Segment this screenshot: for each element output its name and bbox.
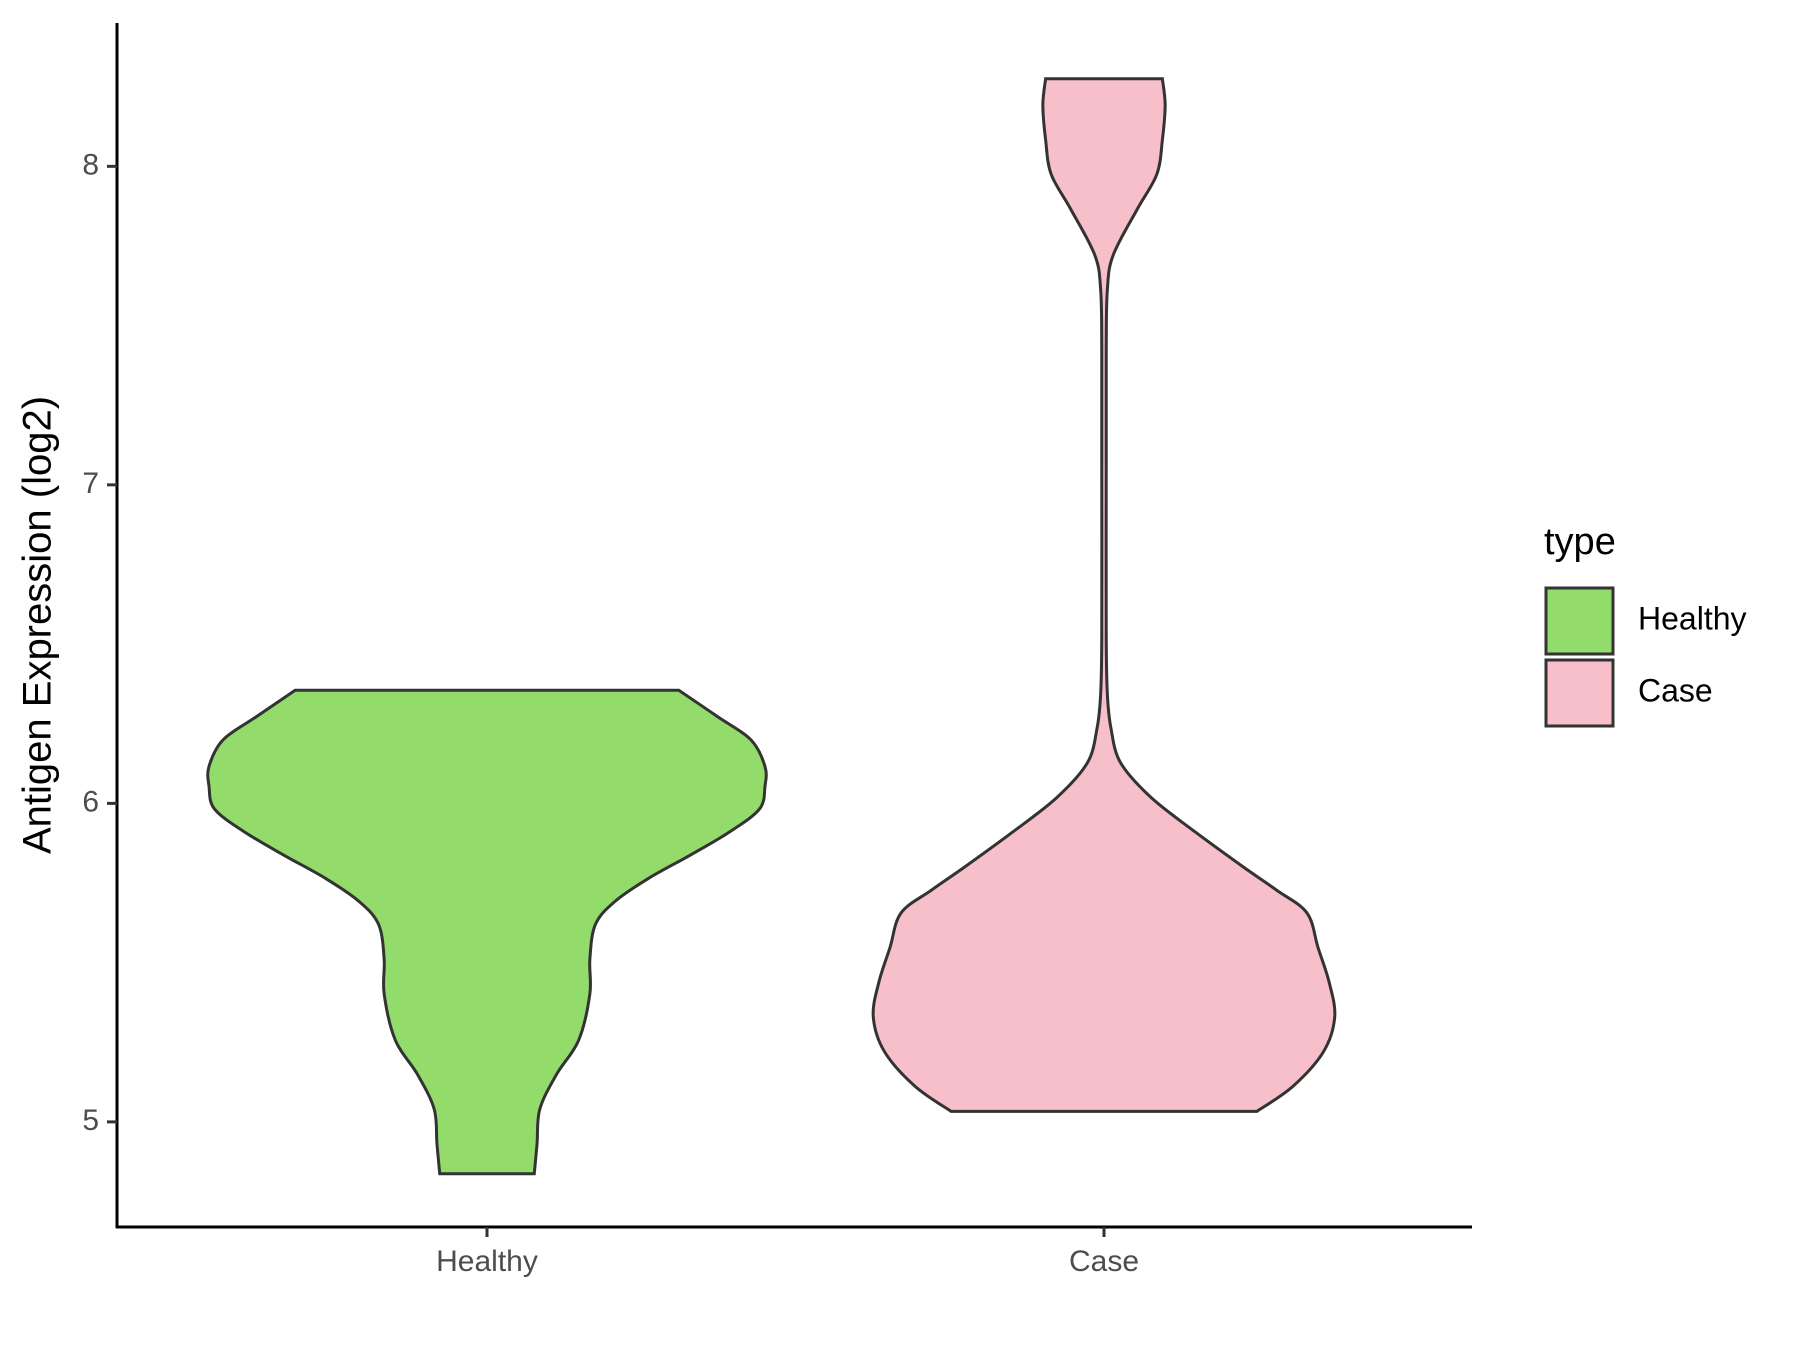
legend-key bbox=[1544, 586, 1615, 656]
y-tick-label: 6 bbox=[82, 785, 99, 818]
violin bbox=[206, 688, 768, 1176]
legend-title: type bbox=[1544, 521, 1616, 563]
x-tick-label: Healthy bbox=[436, 1245, 538, 1278]
legend-label: Healthy bbox=[1638, 600, 1747, 636]
violin bbox=[871, 77, 1337, 1113]
legend-key bbox=[1544, 658, 1615, 728]
y-tick-label: 8 bbox=[82, 148, 99, 181]
x-tick-label: Case bbox=[1069, 1245, 1139, 1278]
y-axis-title: Antigen Expression (log2) bbox=[16, 396, 60, 854]
legend-label: Case bbox=[1638, 672, 1713, 708]
y-tick-label: 7 bbox=[82, 467, 99, 500]
y-tick-label: 5 bbox=[82, 1104, 99, 1137]
